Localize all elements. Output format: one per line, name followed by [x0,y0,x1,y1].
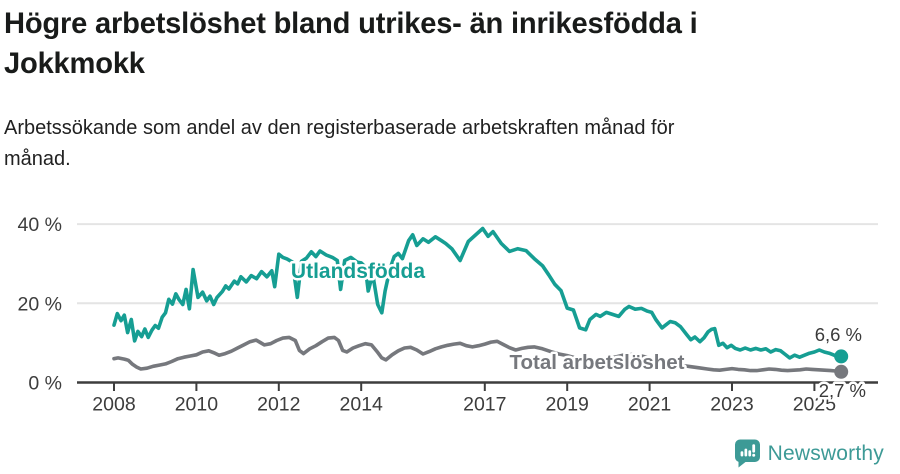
x-axis [77,381,878,391]
series-label-utlandsfodda: Utlandsfödda [291,260,425,283]
logo-bar-3 [748,450,751,457]
y-tick-label-40: 40 % [18,214,62,236]
series-end-dot-utlandsfodda[interactable] [834,349,849,364]
logo-exclamation-bar [751,444,755,453]
x-tick-label-2023: 2023 [710,394,753,416]
series-line-total-arbetsloshet[interactable] [112,335,843,374]
x-tick-label-2010: 2010 [175,394,219,416]
series-end-dot-total-arbetsloshet[interactable] [834,364,849,379]
end-value-label-total-arbetsloshet: 2,7 % [819,380,866,401]
axis-tick-labels: 0 % 20 % 40 % 2008 2010 2012 2014 2017 2019 2021 2… [18,214,837,415]
chart-subtitle-line-1: Arbetssökande som andel av den registerb… [4,117,675,139]
series-label-total-arbetsloshet: Total arbetslöshet [509,351,684,374]
newsworthy-brand[interactable]: Newsworthy [734,439,884,468]
logo-bar-2 [744,448,747,457]
logo-exclamation-dot [751,453,755,457]
chart-title-line-2: Jokkmokk [4,47,145,80]
x-tick-label-2012: 2012 [257,394,300,416]
x-tick-label-2025: 2025 [793,394,837,416]
chart-subtitle-line-2: månad. [4,148,71,170]
x-tick-label-2019: 2019 [546,394,589,416]
newsworthy-logo-icon [734,439,760,468]
x-tick-label-2014: 2014 [340,394,384,416]
x-tick-label-2017: 2017 [463,394,506,416]
gridlines [77,223,878,305]
chart-subtitle: Arbetssökande som andel av den registerb… [4,113,674,175]
y-tick-label-0: 0 % [28,373,62,395]
chart-title: Högre arbetslöshet bland utrikes- än inr… [4,4,698,84]
chart-title-line-1: Högre arbetslöshet bland utrikes- än inr… [4,7,698,40]
newsworthy-wordmark[interactable]: Newsworthy [767,441,884,465]
x-tick-label-2021: 2021 [628,394,671,416]
logo-bar-1 [740,451,743,457]
end-value-label-utlandsfodda: 6,6 % [815,324,862,345]
y-tick-label-20: 20 % [18,293,62,315]
x-tick-label-2008: 2008 [92,394,135,416]
series-line-utlandsfodda[interactable] [112,226,843,360]
